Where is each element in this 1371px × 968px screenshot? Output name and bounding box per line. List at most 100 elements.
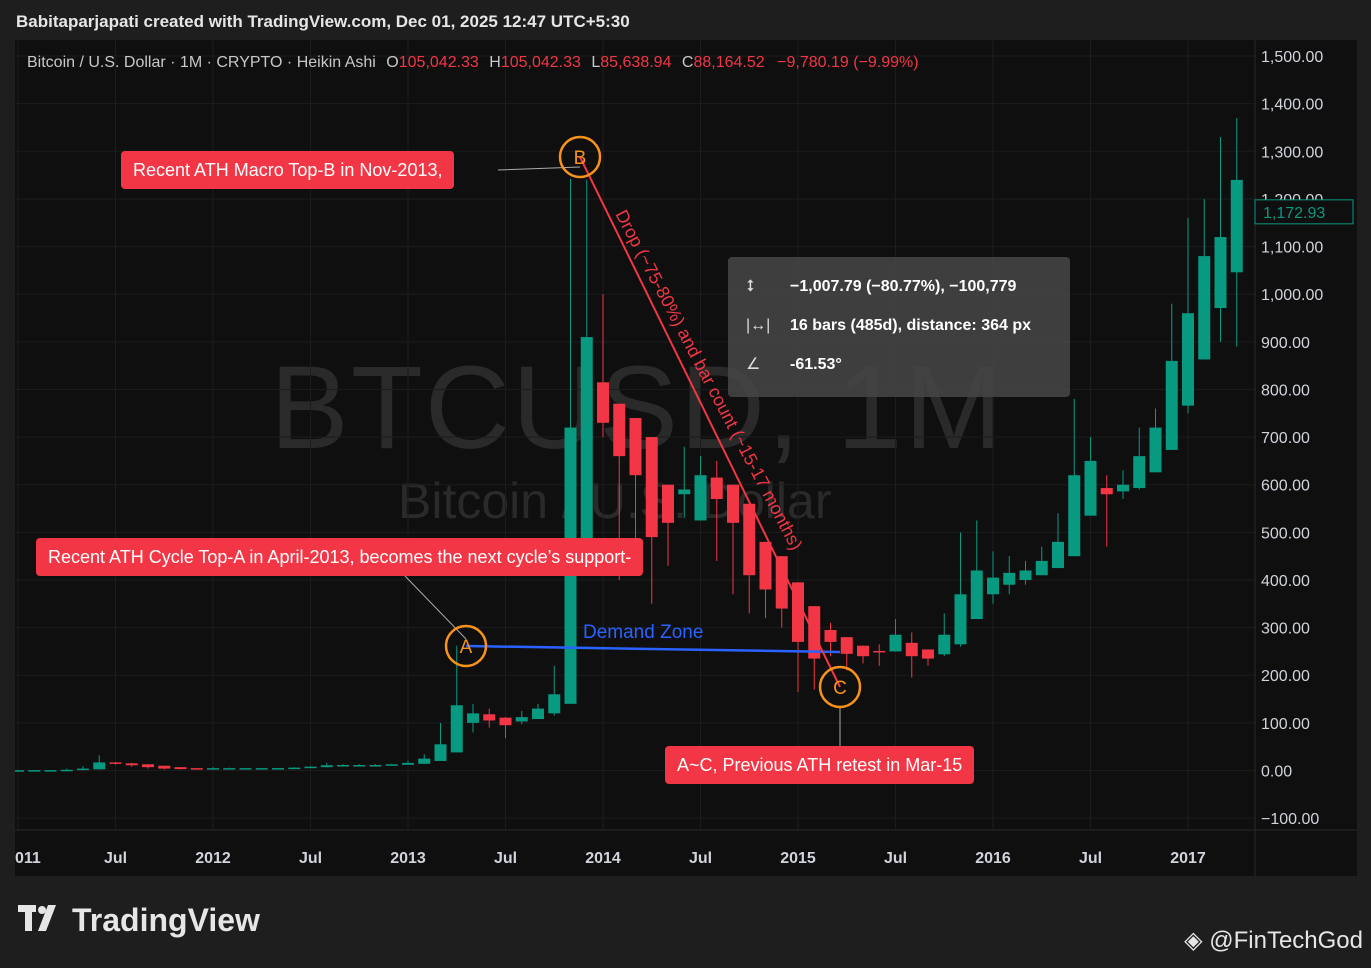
candle-body xyxy=(889,634,902,652)
candle-body xyxy=(353,765,366,767)
candle-body xyxy=(450,705,463,753)
candle-body xyxy=(125,763,138,766)
angle-icon: ∠ xyxy=(746,356,761,373)
last-price-tag xyxy=(1254,199,1354,225)
candle-body xyxy=(190,768,203,770)
measure-angle: -61.53° xyxy=(790,356,842,373)
candle-body xyxy=(109,762,122,764)
candle-body xyxy=(434,744,447,761)
candle-body xyxy=(1230,179,1243,273)
measure-bars: 16 bars (485d), distance: 364 px xyxy=(790,317,1031,334)
legend-close-value: 88,164.52 xyxy=(693,54,765,71)
y-axis-tick-label: 600.00 xyxy=(1261,478,1310,495)
candle-body xyxy=(1165,360,1178,450)
y-axis-tick-label: 700.00 xyxy=(1261,430,1310,447)
candle-body xyxy=(694,475,707,521)
candle-body xyxy=(158,765,171,769)
marker-a-label: A xyxy=(460,637,473,658)
candle-body xyxy=(954,594,967,645)
y-axis-tick-label: 900.00 xyxy=(1261,335,1310,352)
marker-c-circle xyxy=(818,665,862,709)
candle-body xyxy=(223,768,236,770)
chart-header-title: Babitaparjapati created with TradingView… xyxy=(16,12,630,31)
x-axis-tick-label: Jul xyxy=(299,850,322,867)
callout-top-a[interactable]: Recent ATH Cycle Top-A in April-2013, be… xyxy=(36,538,644,576)
price-range-icon: ⭥ xyxy=(746,278,755,295)
y-axis-tick-label: 500.00 xyxy=(1261,525,1310,542)
x-axis-tick-label: 2014 xyxy=(585,850,621,867)
y-axis-tick-label: 800.00 xyxy=(1261,382,1310,399)
y-axis-tick-label: 1,100.00 xyxy=(1261,240,1323,257)
drop-trend-line xyxy=(579,156,841,688)
legend-close-label: C xyxy=(681,54,694,71)
candle-body xyxy=(987,577,999,595)
measure-price-row: ⭥ −1,007.79 (−80.77%), −100,779 xyxy=(746,275,1016,299)
symbol-description-watermark: Bitcoin / U.S. Dollar xyxy=(398,473,832,529)
candle-body xyxy=(1084,460,1097,516)
legend-high-value: 105,042.33 xyxy=(500,54,581,71)
x-axis-tick-label: 2012 xyxy=(195,850,231,867)
candle-body xyxy=(662,484,674,523)
candle-body xyxy=(418,758,431,764)
y-axis-tick-label: 200.00 xyxy=(1261,668,1310,685)
price-chart[interactable]: 1,500.001,400.001,300.001,200.001,100.00… xyxy=(15,40,1357,876)
candle-body xyxy=(272,768,284,770)
x-axis-tick-label: Jul xyxy=(884,850,907,867)
tradingview-logo-icon xyxy=(18,902,64,939)
last-price-label: 1,172.93 xyxy=(1263,205,1325,222)
x-axis-tick-label: 011 xyxy=(15,850,41,867)
candle-body xyxy=(727,484,739,523)
x-axis-tick-label: Jul xyxy=(104,850,127,867)
candle-body xyxy=(873,650,886,653)
credit-text: @FinTechGod xyxy=(1209,927,1363,954)
y-axis-tick-label: 1,300.00 xyxy=(1261,144,1323,161)
candle-body xyxy=(288,767,301,770)
callout-retest-c[interactable]: A~C, Previous ATH retest in Mar-15 xyxy=(665,746,975,784)
x-axis-tick-label: Jul xyxy=(494,850,517,867)
x-axis-tick-label: 2016 xyxy=(975,850,1011,867)
candle-body xyxy=(28,770,41,772)
marker-b-circle xyxy=(558,135,602,179)
candle-body xyxy=(905,642,918,657)
candle-body xyxy=(970,570,983,620)
legend-low-value: 85,638.94 xyxy=(600,54,672,71)
legend-symbol: Bitcoin / U.S. Dollar · 1M · CRYPTO · He… xyxy=(27,54,376,71)
callout-top-b[interactable]: Recent ATH Macro Top-B in Nov-2013, xyxy=(121,151,455,189)
x-axis-tick-label: 2017 xyxy=(1170,850,1206,867)
candle-body xyxy=(385,764,398,766)
y-axis-tick-label: 300.00 xyxy=(1261,621,1310,638)
candle-body xyxy=(174,767,187,770)
marker-a-circle xyxy=(444,624,488,668)
tradingview-logo-text: TradingView xyxy=(72,902,260,938)
y-axis-tick-label: 1,000.00 xyxy=(1261,287,1323,304)
candle-body xyxy=(15,770,24,772)
candle-body xyxy=(60,769,73,772)
measure-price-change: −1,007.79 (−80.77%), −100,779 xyxy=(790,278,1017,295)
candle-body xyxy=(922,649,934,659)
tradingview-logo[interactable]: TradingView xyxy=(18,902,260,939)
candle-body xyxy=(597,382,609,423)
candle-body xyxy=(1068,475,1081,557)
legend-open-value: 105,042.33 xyxy=(398,54,479,71)
candle-body xyxy=(678,489,691,495)
marker-c-label: C xyxy=(833,678,847,699)
candle-body xyxy=(824,629,837,642)
y-axis-tick-label: 1,500.00 xyxy=(1261,49,1323,66)
measure-bars-row: |↔| 16 bars (485d), distance: 364 px xyxy=(746,314,1031,338)
candle-body xyxy=(77,768,89,771)
measure-angle-row: ∠ -61.53° xyxy=(746,353,842,377)
marker-b-label: B xyxy=(574,148,587,169)
candle-body xyxy=(1214,237,1227,309)
demand-zone-label: Demand Zone xyxy=(583,622,703,643)
legend-change-value: −9,780.19 (−9.99%) xyxy=(777,54,919,71)
candle-body xyxy=(1052,541,1064,569)
candle-body xyxy=(499,717,512,726)
candle-body xyxy=(1117,484,1129,492)
candle-body xyxy=(515,717,528,722)
legend-high-label: H xyxy=(489,54,501,71)
candle-body xyxy=(548,694,561,714)
candle-body xyxy=(775,556,788,609)
candle-body xyxy=(532,708,544,720)
candle-body xyxy=(239,768,252,770)
callout-b-leader xyxy=(497,166,581,171)
